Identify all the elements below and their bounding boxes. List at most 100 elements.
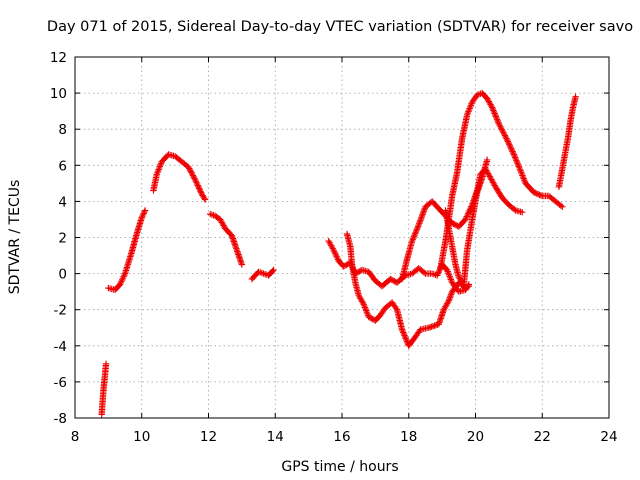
data-point [420, 208, 427, 215]
data-point [503, 135, 510, 142]
series-arc-10 [442, 156, 491, 288]
data-point [399, 327, 406, 335]
y-tick-label: 8 [58, 122, 67, 138]
data-point [516, 166, 524, 173]
series-arc-7 [343, 230, 473, 349]
data-point [447, 291, 455, 298]
data-point [188, 170, 196, 178]
data-point [495, 120, 503, 127]
data-point [401, 332, 408, 339]
data-point [333, 253, 340, 260]
data-point [139, 211, 147, 218]
data-point [518, 170, 526, 178]
data-point [508, 145, 515, 152]
data-point [462, 214, 470, 222]
data-point [448, 289, 455, 297]
data-point [189, 172, 197, 179]
data-point [118, 278, 125, 285]
data-point [517, 167, 524, 174]
data-point [492, 111, 499, 119]
data-point [192, 177, 200, 185]
x-tick-label: 14 [267, 429, 284, 445]
data-point [331, 248, 338, 255]
x-tick-label: 8 [71, 429, 80, 445]
data-point [414, 223, 422, 230]
data-point [418, 214, 425, 221]
data-point [464, 109, 471, 117]
y-tick-label: 12 [50, 50, 67, 66]
y-tick-label: -4 [54, 339, 67, 355]
y-tick-label: 0 [58, 267, 67, 283]
data-point [444, 268, 451, 275]
data-point [119, 275, 127, 282]
data-point [497, 123, 504, 130]
data-point [533, 190, 540, 197]
data-point [361, 302, 368, 310]
data-point [197, 189, 205, 196]
data-point [413, 227, 420, 234]
data-point [419, 211, 426, 218]
data-point [411, 230, 419, 237]
data-point [191, 175, 198, 182]
data-point [364, 310, 371, 317]
y-tick-label: 4 [58, 194, 67, 210]
data-point [140, 210, 147, 217]
data-point [269, 267, 276, 275]
data-point [510, 149, 517, 157]
data-point [116, 281, 124, 288]
data-point [492, 113, 500, 120]
data-point [186, 165, 193, 172]
data-point [186, 166, 194, 174]
data-point [362, 305, 369, 313]
data-point [417, 215, 425, 223]
data-point [443, 266, 451, 274]
data-point [534, 190, 542, 198]
data-point [466, 105, 473, 112]
x-axis-label: GPS time / hours [281, 459, 398, 475]
data-point [190, 173, 197, 181]
x-tick-label: 18 [400, 429, 417, 445]
data-point [572, 93, 579, 100]
data-point [493, 116, 501, 123]
y-tick-label: 10 [50, 86, 67, 102]
data-point [187, 168, 194, 175]
data-point [445, 271, 453, 278]
data-point [195, 183, 202, 191]
data-point [433, 272, 441, 279]
series-arc-1 [98, 360, 110, 418]
data-point [332, 251, 340, 258]
chart-title: Day 071 of 2015, Sidereal Day-to-day VTE… [47, 19, 633, 35]
data-point [363, 308, 371, 316]
data-point [360, 301, 367, 308]
data-point [463, 111, 471, 118]
series-arc-9 [437, 89, 566, 272]
data-point [194, 182, 202, 189]
x-tick-label: 22 [534, 429, 551, 445]
data-point [434, 270, 442, 278]
data-point [488, 102, 495, 110]
data-point [514, 160, 521, 167]
x-tick-label: 16 [333, 429, 350, 445]
grid [75, 57, 609, 418]
series-arc-4 [206, 210, 246, 268]
y-tick-label: 6 [58, 158, 67, 174]
data-point [465, 209, 473, 216]
data-point [157, 161, 164, 169]
data-point [509, 148, 516, 155]
data-point [506, 142, 514, 150]
data-point [497, 125, 505, 132]
data-point [121, 271, 128, 279]
data-point [537, 192, 545, 199]
data-point [102, 360, 110, 368]
data-point [496, 122, 503, 129]
data-point [467, 103, 474, 111]
data-point [507, 144, 514, 151]
data-point [506, 141, 513, 148]
data-point [409, 236, 416, 243]
data-point [117, 279, 124, 287]
data-point [448, 277, 455, 285]
data-point [447, 274, 454, 282]
data-point [447, 292, 454, 300]
data-point [463, 213, 471, 220]
data-point [519, 173, 527, 181]
